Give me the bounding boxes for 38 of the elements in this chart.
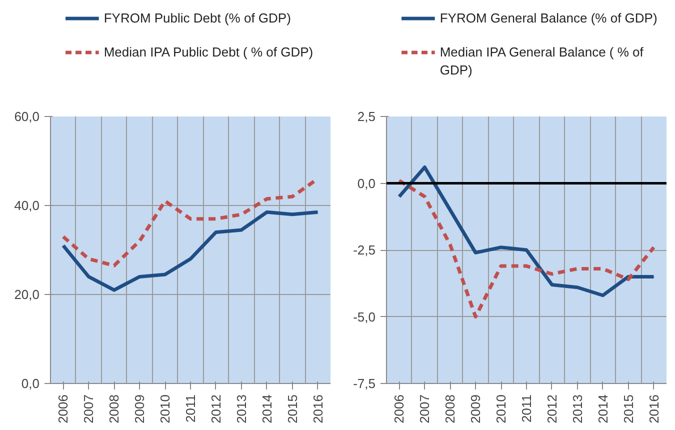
legend-label: Median IPA General Balance ( % of GDP) bbox=[440, 44, 644, 78]
x-tick-label: 2013 bbox=[234, 394, 249, 424]
x-tick-label: 2012 bbox=[208, 394, 224, 424]
x-tick-label: 2006 bbox=[56, 394, 71, 424]
x-tick-label: 2012 bbox=[544, 394, 560, 424]
y-tick-label: 20,0 bbox=[14, 287, 40, 302]
y-tick-label: 2,5 bbox=[357, 109, 376, 124]
x-tick-label: 2015 bbox=[284, 394, 300, 424]
legend-label: FYROM Public Debt (% of GDP) bbox=[104, 10, 291, 26]
legend-label: FYROM General Balance (% of GDP) bbox=[440, 10, 658, 26]
y-tick-label: 0,0 bbox=[357, 176, 376, 191]
x-tick-label: 2014 bbox=[259, 394, 274, 424]
legend-label: Median IPA Public Debt ( % of GDP) bbox=[104, 44, 314, 60]
line-series bbox=[397, 178, 656, 318]
x-tick-label: 2009 bbox=[468, 394, 484, 424]
x-tick-label: 2014 bbox=[595, 394, 610, 424]
x-tick-label: 2010 bbox=[494, 394, 509, 424]
x-tick-label: 2016 bbox=[646, 394, 662, 424]
y-tick-label: 40,0 bbox=[14, 198, 40, 213]
x-tick-label: 2013 bbox=[570, 394, 585, 424]
x-tick-label: 2010 bbox=[158, 394, 173, 424]
x-tick-label: 2008 bbox=[442, 394, 458, 424]
y-tick-label: 0,0 bbox=[21, 376, 40, 391]
x-tick-label: 2007 bbox=[417, 394, 432, 424]
x-tick-label: 2011 bbox=[183, 394, 198, 422]
x-tick-label: 2009 bbox=[132, 394, 148, 424]
x-tick-label: 2016 bbox=[310, 394, 326, 424]
x-tick-label: 2008 bbox=[106, 394, 122, 424]
y-tick-label: -2,5 bbox=[353, 242, 376, 258]
y-tick-label: -5,0 bbox=[353, 309, 376, 324]
x-tick-label: 2006 bbox=[392, 394, 407, 424]
x-tick-label: 2015 bbox=[620, 394, 636, 424]
x-tick-label: 2007 bbox=[81, 394, 96, 424]
y-tick-label: 60,0 bbox=[14, 109, 40, 124]
x-tick-label: 2011 bbox=[519, 394, 534, 422]
y-tick-label: -7,5 bbox=[353, 376, 376, 391]
line-series bbox=[397, 165, 656, 298]
line-series bbox=[61, 210, 320, 292]
